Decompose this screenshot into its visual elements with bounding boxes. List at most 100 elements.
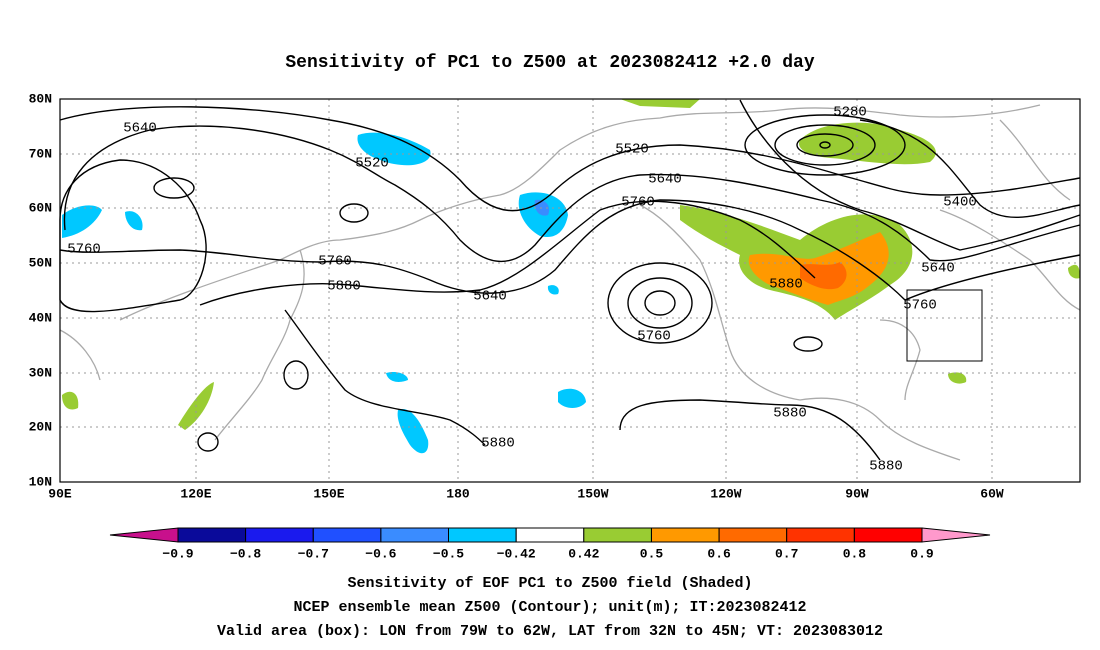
- contour-label: 5640: [648, 172, 682, 188]
- lat-label: 70N: [29, 146, 52, 161]
- contour-line: [59, 106, 1081, 212]
- lon-label: 90W: [845, 486, 869, 501]
- contour-line: [607, 262, 713, 344]
- colorbar-cell: [448, 527, 517, 543]
- colorbar-cell: [651, 527, 720, 543]
- colorbar-labels: −0.9 −0.8 −0.7 −0.6 −0.5 −0.42 0.42 0.5 …: [162, 546, 934, 561]
- colorbar-label: −0.6: [365, 546, 396, 561]
- colorbar-cell: [177, 527, 247, 543]
- contour-line: [199, 200, 816, 306]
- contour-line: [619, 399, 881, 461]
- lat-label: 10N: [29, 474, 52, 489]
- caption-line: Sensitivity of EOF PC1 to Z500 field (Sh…: [347, 575, 752, 592]
- contour-line: [284, 309, 486, 446]
- shade-cyan: [397, 409, 429, 454]
- contour-label: 5760: [318, 254, 352, 270]
- map-frame: [59, 98, 1081, 483]
- contour-line: [63, 125, 1081, 262]
- shading: [62, 99, 1080, 454]
- colorbar-cell: [583, 527, 652, 543]
- contour-label: 5640: [473, 289, 507, 305]
- contour-label: 5520: [615, 142, 649, 158]
- contour-line: [59, 159, 207, 313]
- contour-line: [774, 124, 876, 166]
- colorbar-end: [109, 527, 179, 543]
- colorbar-cell: [515, 527, 585, 543]
- colorbar-label: 0.7: [775, 546, 798, 561]
- lat-labels: 80N 70N 60N 50N 40N 30N 20N 10N: [29, 91, 52, 489]
- contour-label: 5760: [67, 242, 101, 258]
- lat-label: 40N: [29, 310, 52, 325]
- contour-line: [644, 290, 676, 316]
- shade-cyan: [386, 371, 408, 382]
- caption-line: NCEP ensemble mean Z500 (Contour); unit(…: [293, 599, 806, 616]
- colorbar-label: 0.6: [707, 546, 731, 561]
- lon-label: 120E: [180, 486, 211, 501]
- colorbar-label: −0.5: [433, 546, 464, 561]
- colorbar-cell: [718, 527, 788, 543]
- contour-label: 5880: [481, 436, 515, 452]
- shade-green: [1068, 264, 1080, 279]
- contour-label: 5760: [621, 195, 655, 211]
- contour-line: [859, 119, 1081, 219]
- colorbar-cell: [380, 527, 449, 543]
- colorbar-label: 0.9: [910, 546, 934, 561]
- lon-label: 150E: [313, 486, 344, 501]
- map-area: 5640 5520 5760 5760 5880 5640 5520 5640 …: [59, 98, 1081, 483]
- shade-cyan: [125, 211, 143, 231]
- colorbar-label: −0.9: [162, 546, 193, 561]
- contour-label: 5880: [769, 277, 803, 293]
- contour-label: 5640: [123, 121, 157, 137]
- shade-dark-orange: [800, 262, 847, 290]
- contour-line: [197, 432, 219, 452]
- contour-labels: 5640 5520 5760 5760 5880 5640 5520 5640 …: [67, 105, 977, 475]
- lon-label: 90E: [48, 486, 72, 501]
- lon-label: 120W: [710, 486, 741, 501]
- contour-line: [796, 133, 854, 157]
- lat-label: 60N: [29, 200, 52, 215]
- colorbar-label: 0.5: [640, 546, 664, 561]
- colorbar-label: −0.42: [497, 546, 536, 561]
- contour-line: [339, 203, 369, 223]
- lat-label: 80N: [29, 91, 52, 106]
- contour-label: 5280: [833, 105, 867, 121]
- coastlines: [59, 104, 1081, 461]
- caption-line: Valid area (box): LON from 79W to 62W, L…: [217, 623, 883, 640]
- valid-area-box: [906, 289, 983, 362]
- lon-label: 60W: [980, 486, 1004, 501]
- colorbar-label: 0.42: [568, 546, 599, 561]
- contour-line: [819, 141, 831, 149]
- colorbar-end: [921, 527, 991, 543]
- shade-cyan: [558, 388, 586, 408]
- shade-green: [948, 372, 967, 384]
- colorbar-cell: [786, 527, 855, 543]
- contours: [59, 99, 1081, 461]
- lon-label: 180: [446, 486, 470, 501]
- shade-green: [62, 391, 79, 410]
- contour-label: 5880: [869, 459, 903, 475]
- colorbar-label: −0.8: [230, 546, 261, 561]
- contour-label: 5520: [355, 156, 389, 172]
- contour-line: [59, 199, 1081, 301]
- contour-label: 5400: [943, 195, 977, 211]
- title: Sensitivity of PC1 to Z500 at 2023082412…: [285, 53, 814, 73]
- lat-label: 30N: [29, 365, 52, 380]
- contour-line: [739, 99, 1081, 251]
- contour-label: 5760: [637, 329, 671, 345]
- contour-line: [153, 177, 195, 199]
- shade-green: [620, 99, 700, 108]
- lon-labels: 90E 120E 150E 180 150W 120W 90W 60W: [48, 486, 1004, 501]
- contour-label: 5880: [327, 279, 361, 295]
- contour-line: [793, 336, 823, 352]
- colorbar: [109, 527, 991, 543]
- lat-label: 50N: [29, 255, 52, 270]
- lon-label: 150W: [577, 486, 608, 501]
- colorbar-label: 0.8: [843, 546, 867, 561]
- contour-label: 5640: [921, 261, 955, 277]
- contour-line: [283, 360, 309, 390]
- contour-line: [627, 277, 693, 329]
- lat-label: 20N: [29, 419, 52, 434]
- colorbar-cell: [853, 527, 923, 543]
- shade-cyan: [547, 285, 559, 295]
